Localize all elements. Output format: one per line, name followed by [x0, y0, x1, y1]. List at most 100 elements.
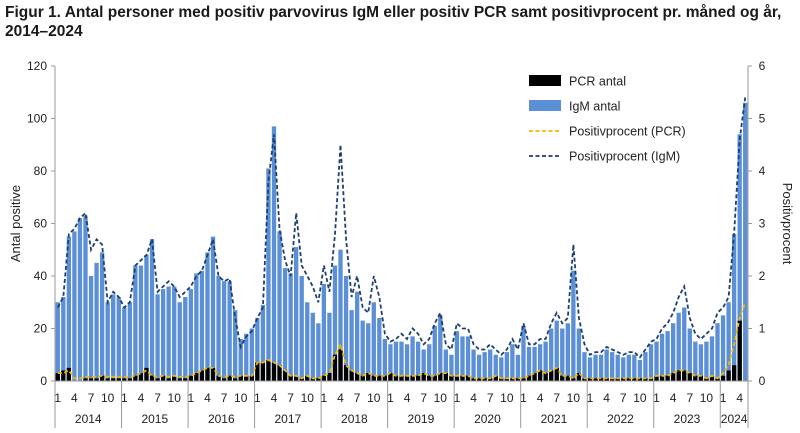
year-label: 2017: [274, 412, 301, 426]
igm-bar: [72, 231, 77, 381]
pcr-bar: [471, 378, 476, 381]
legend-label: Positivprocent (IgM): [569, 150, 680, 164]
legend-label: PCR antal: [569, 75, 626, 89]
igm-bar: [565, 323, 570, 381]
pcr-bar: [626, 378, 631, 381]
pcr-bar: [427, 375, 432, 381]
igm-bar: [404, 344, 410, 381]
month-tick-label: 4: [271, 391, 278, 405]
igm-bar: [205, 252, 210, 381]
pcr-bar: [659, 375, 665, 381]
igm-bar: [499, 357, 504, 381]
pcr-bar: [488, 378, 493, 381]
month-tick-label: 4: [736, 391, 743, 405]
igm-bar: [743, 102, 748, 381]
pcr-bar: [221, 378, 227, 381]
year-label: 2014: [75, 412, 102, 426]
y-tick-label: 40: [34, 269, 48, 283]
month-tick-label: 1: [520, 391, 527, 405]
igm-bar: [432, 325, 437, 381]
pcr-bar: [526, 375, 532, 381]
y-tick-label: 120: [27, 59, 47, 73]
pcr-bar: [499, 378, 504, 381]
igm-bar: [316, 323, 321, 381]
month-tick-label: 7: [88, 391, 95, 405]
igm-bar: [665, 331, 670, 381]
month-tick-label: 7: [620, 391, 627, 405]
pcr-bar: [138, 373, 144, 381]
pcr-bar: [116, 378, 121, 381]
pcr-bar: [305, 375, 310, 381]
igm-bar: [593, 354, 598, 381]
igm-bar: [271, 126, 277, 381]
igm-bar: [238, 339, 243, 381]
igm-bar: [210, 236, 216, 381]
igm-bar: [371, 302, 376, 381]
igm-bar: [366, 323, 371, 381]
pcr-bar: [321, 375, 327, 381]
month-tick-label: 1: [54, 391, 61, 405]
igm-bar: [149, 239, 155, 381]
igm-bar: [709, 336, 715, 381]
pcr-bar: [731, 365, 737, 381]
month-tick-label: 1: [387, 391, 394, 405]
month-tick-label: 7: [154, 391, 161, 405]
pcr-bar: [704, 378, 709, 381]
pcr-bar: [205, 367, 210, 381]
pcr-bar: [643, 378, 648, 381]
igm-bar: [626, 354, 631, 381]
igm-bar: [576, 328, 582, 381]
pcr-bar: [460, 375, 465, 381]
pcr-bar: [194, 373, 199, 381]
month-tick-label: 7: [487, 391, 494, 405]
y2-tick-label: 1: [759, 322, 766, 336]
igm-bar: [255, 318, 260, 381]
y-tick-label: 60: [34, 217, 48, 231]
year-label: 2015: [141, 412, 168, 426]
pcr-bar: [183, 378, 188, 381]
pcr-bar: [515, 378, 521, 381]
month-tick-label: 10: [234, 391, 248, 405]
pcr-bar: [604, 378, 609, 381]
month-tick-label: 1: [254, 391, 261, 405]
y2-tick-label: 3: [759, 217, 766, 231]
igm-bar: [188, 289, 193, 381]
pcr-bar: [332, 354, 338, 381]
igm-bar: [116, 297, 121, 381]
year-label: 2016: [208, 412, 235, 426]
pcr-bar: [543, 373, 548, 381]
igm-bar: [610, 352, 615, 381]
pcr-bar: [382, 375, 388, 381]
pcr-bar: [438, 373, 443, 381]
pcr-bar: [432, 375, 437, 381]
y-tick-label: 0: [40, 374, 47, 388]
igm-bar: [105, 302, 110, 381]
igm-bar: [698, 344, 704, 381]
igm-bar: [183, 297, 188, 381]
igm-bar: [111, 294, 116, 381]
year-label: 2024: [721, 412, 748, 426]
month-tick-label: 4: [537, 391, 544, 405]
igm-bar: [133, 265, 138, 381]
month-tick-label: 10: [301, 391, 315, 405]
pcr-bar: [255, 362, 260, 381]
igm-bar: [476, 354, 482, 381]
pcr-bar: [238, 375, 243, 381]
igm-bar: [454, 331, 460, 381]
y2-tick-label: 4: [759, 164, 766, 178]
igm-bar: [122, 307, 127, 381]
igm-bar: [532, 346, 537, 381]
pcr-bar: [632, 378, 637, 381]
pcr-bar: [504, 378, 509, 381]
pcr-bar: [521, 378, 526, 381]
igm-bar: [554, 320, 559, 381]
igm-bar: [99, 252, 105, 381]
igm-bar: [349, 310, 354, 381]
y-tick-label: 100: [27, 112, 47, 126]
igm-bar: [415, 341, 421, 381]
igm-bar: [637, 360, 643, 381]
month-tick-label: 4: [670, 391, 677, 405]
pcr-bar: [233, 378, 238, 381]
pcr-bar: [343, 365, 349, 381]
igm-bar: [526, 346, 532, 381]
